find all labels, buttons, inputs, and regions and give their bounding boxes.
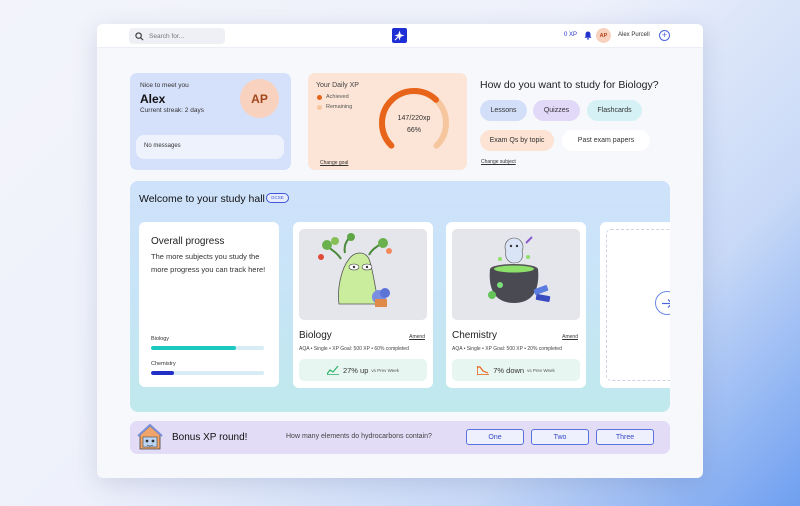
trend-vs-chemistry: vs Prev Week — [527, 367, 555, 373]
answer-three-button[interactable]: Three — [596, 429, 654, 445]
trend-value-biology: 27% up — [342, 365, 369, 375]
quizzes-button[interactable]: Quizzes — [533, 100, 580, 121]
progress-fill-biology — [151, 346, 236, 350]
flashcards-button[interactable]: Flashcards — [587, 100, 642, 121]
add-button[interactable]: + — [659, 30, 670, 41]
amend-link-biology[interactable]: Amend — [409, 334, 425, 340]
search-input[interactable] — [149, 32, 219, 40]
lessons-button[interactable]: Lessons — [480, 100, 527, 121]
placeholder-outline — [606, 229, 670, 381]
greeting-card: Nice to meet you Alex Current streak: 2 … — [130, 73, 291, 170]
subject-meta-chemistry: AQA • Single • XP Goal: 500 XP • 20% com… — [452, 346, 562, 352]
amend-link-chemistry[interactable]: Amend — [562, 334, 578, 340]
trend-vs-biology: vs Prev Week — [371, 367, 400, 373]
subject-name-chemistry: Chemistry — [452, 330, 498, 341]
change-subject-link[interactable]: Change subject — [481, 159, 516, 165]
app-logo[interactable] — [392, 28, 407, 43]
house-monster-icon — [137, 423, 163, 450]
answer-one-button[interactable]: One — [466, 429, 524, 445]
overall-progress-description: The more subjects you study the more pro… — [151, 252, 266, 274]
xp-value: 147/220xp — [397, 115, 431, 122]
progress-label-biology: Biology — [151, 336, 170, 342]
change-goal-link[interactable]: Change goal — [320, 160, 349, 166]
legend-achieved: Achieved — [317, 94, 349, 100]
subject-name-biology: Biology — [299, 330, 332, 341]
subject-meta-biology: AQA • Single • XP Goal: 500 XP • 60% com… — [299, 346, 409, 352]
user-avatar[interactable]: AP — [596, 28, 611, 43]
gauge-fill — [379, 88, 449, 158]
progress-label-chemistry: Chemistry — [151, 361, 176, 367]
avatar[interactable]: AP — [240, 79, 279, 118]
overall-progress-heading: Overall progress — [151, 236, 225, 247]
student-name: Alex — [140, 92, 166, 106]
greeting-text: Nice to meet you — [140, 82, 189, 89]
subject-card-chemistry[interactable]: Chemistry Amend AQA • Single • XP Goal: … — [446, 222, 586, 388]
subject-card-biology[interactable]: Biology Amend AQA • Single • XP Goal: 50… — [293, 222, 433, 388]
search-icon — [135, 31, 144, 40]
trend-chemistry: 7% down vs Prev Week — [452, 359, 580, 381]
biology-illustration — [299, 229, 427, 320]
progress-track-biology — [151, 346, 264, 350]
plant-monster-icon — [318, 233, 392, 307]
trend-down-icon — [477, 365, 490, 375]
legend-remaining: Remaining — [317, 104, 352, 110]
app-window: 0 XP AP Alex Purcell + Nice to meet you … — [97, 24, 703, 478]
overall-progress-card: Overall progress The more subjects you s… — [139, 222, 279, 387]
gauge-track — [379, 88, 449, 158]
past-papers-button[interactable]: Past exam papers — [562, 130, 650, 151]
bell-icon[interactable] — [584, 31, 592, 40]
cauldron-icon — [488, 236, 551, 303]
user-name[interactable]: Alex Purcell — [618, 32, 650, 38]
progress-track-chemistry — [151, 371, 264, 375]
search-box[interactable] — [129, 28, 225, 44]
bonus-round-banner: Bonus XP round! How many elements do hyd… — [130, 421, 670, 454]
legend-remaining-label: Remaining — [326, 104, 353, 110]
top-bar: 0 XP AP Alex Purcell + — [97, 24, 703, 48]
chemistry-illustration — [452, 229, 580, 320]
trend-value-chemistry: 7% down — [493, 365, 525, 375]
next-subject-button[interactable] — [655, 291, 670, 315]
study-hall: Welcome to your study hall GCSE Overall … — [130, 181, 670, 412]
star-logo-icon — [394, 30, 405, 41]
trend-up-icon — [326, 365, 339, 375]
remaining-dot-icon — [317, 104, 322, 110]
xp-counter: 0 XP — [564, 32, 578, 38]
daily-xp-card: Your Daily XP Achieved Remaining 147/220… — [308, 73, 467, 170]
streak-text: Current streak: 2 days — [140, 107, 204, 114]
study-mode-question: How do you want to study for Biology? — [480, 79, 659, 91]
progress-fill-chemistry — [151, 371, 174, 375]
study-hall-title: Welcome to your study hall — [139, 193, 265, 205]
bonus-question: How many elements do hydrocarbons contai… — [286, 433, 432, 440]
legend-achieved-label: Achieved — [326, 94, 349, 100]
messages-box[interactable]: No messages — [136, 135, 284, 159]
arrow-right-icon — [661, 298, 670, 308]
trend-biology: 27% up vs Prev Week — [299, 359, 427, 381]
achieved-dot-icon — [317, 94, 322, 100]
xp-percent: 66% — [406, 127, 421, 134]
daily-xp-title: Your Daily XP — [316, 82, 359, 89]
plus-icon: + — [661, 30, 668, 40]
bonus-title: Bonus XP round! — [172, 432, 248, 443]
xp-gauge — [379, 88, 449, 158]
answer-two-button[interactable]: Two — [531, 429, 589, 445]
exam-qs-button[interactable]: Exam Qs by topic — [480, 130, 554, 151]
level-badge: GCSE — [266, 193, 289, 203]
